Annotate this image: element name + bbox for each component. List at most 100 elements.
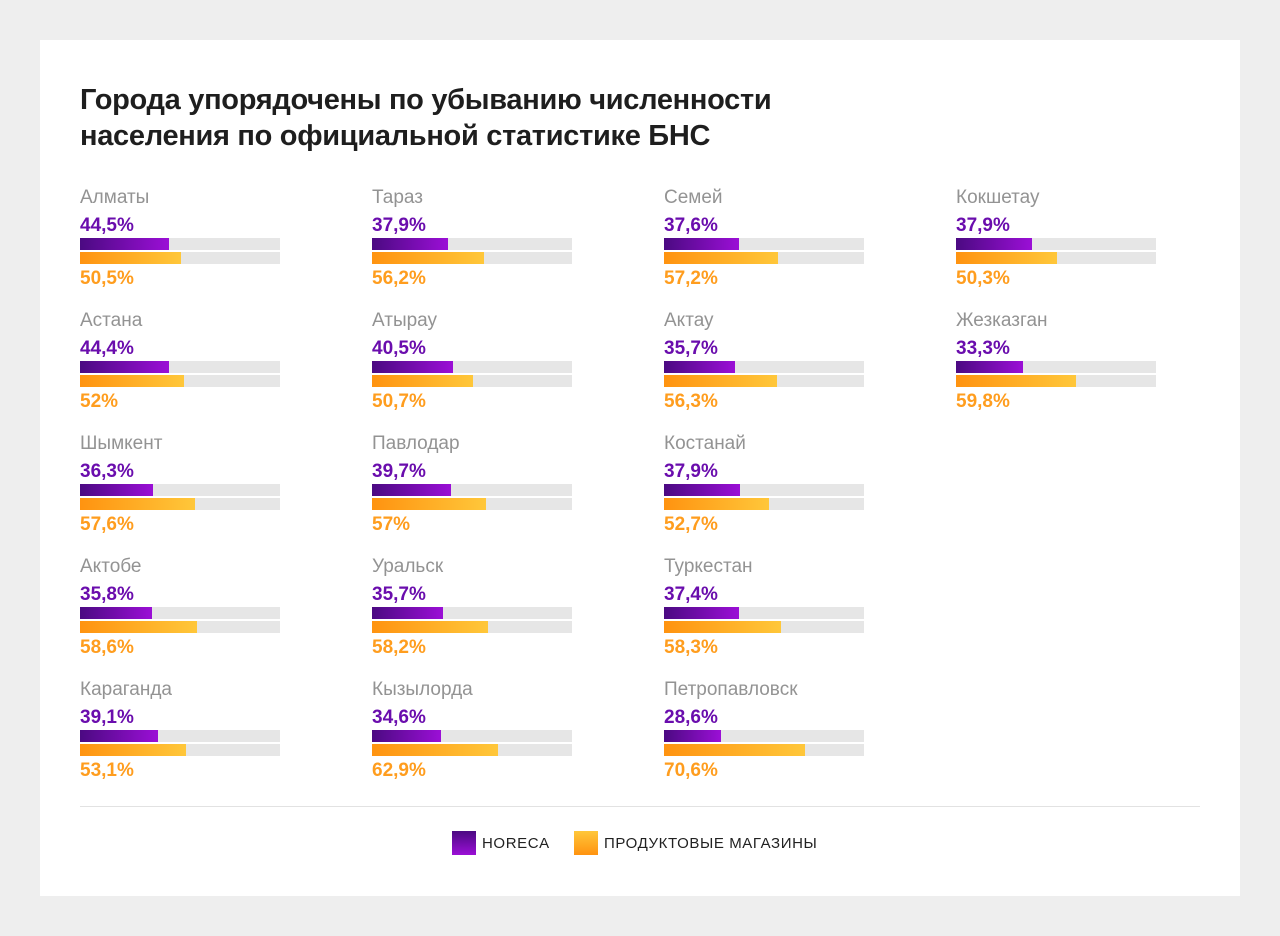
legend-label-horeca: HORECA — [482, 834, 550, 852]
horeca-bar — [372, 484, 452, 496]
city-name: Атырау — [372, 310, 438, 331]
horeca-bar — [80, 484, 153, 496]
grocery-track — [372, 498, 572, 510]
horeca-value: 44,4% — [80, 338, 134, 359]
horeca-bar — [372, 238, 448, 250]
grocery-track — [80, 498, 280, 510]
grocery-value: 59,8% — [956, 391, 1010, 412]
grocery-track — [80, 375, 280, 387]
city-name: Тараз — [372, 187, 423, 208]
grocery-track — [80, 621, 280, 633]
horeca-bar — [80, 361, 169, 373]
city-block: Актау 35,7% 56,3% — [664, 308, 864, 418]
city-block: Атырау 40,5% 50,7% — [372, 308, 572, 418]
divider — [80, 806, 1200, 807]
grocery-track — [664, 498, 864, 510]
city-name: Туркестан — [664, 556, 753, 577]
horeca-bar — [80, 730, 159, 742]
grocery-bar — [372, 375, 474, 387]
legend-item-grocery: ПРОДУКТОВЫЕ МАГАЗИНЫ — [574, 831, 817, 855]
grocery-bar — [80, 252, 181, 264]
grocery-value: 56,3% — [664, 391, 718, 412]
grocery-value: 57% — [372, 514, 411, 535]
city-name: Шымкент — [80, 433, 163, 454]
grocery-bar — [80, 621, 198, 633]
city-name: Петропавловск — [664, 679, 798, 700]
city-block: Павлодар 39,7% 57% — [372, 431, 572, 541]
city-block: Кызылорда 34,6% 62,9% — [372, 677, 572, 787]
legend-swatch-horeca — [452, 831, 476, 855]
horeca-track — [664, 607, 864, 619]
grocery-track — [664, 744, 864, 756]
city-block: Тараз 37,9% 56,2% — [372, 185, 572, 295]
horeca-track — [80, 730, 280, 742]
grocery-track — [372, 744, 572, 756]
horeca-value: 39,7% — [372, 461, 426, 482]
city-name: Кызылорда — [372, 679, 473, 700]
horeca-value: 36,3% — [80, 461, 134, 482]
city-name: Уральск — [372, 556, 444, 577]
grocery-value: 50,7% — [372, 391, 426, 412]
grocery-value: 52,7% — [664, 514, 718, 535]
horeca-value: 33,3% — [956, 338, 1010, 359]
horeca-bar — [664, 484, 740, 496]
city-block: Костанай 37,9% 52,7% — [664, 431, 864, 541]
grocery-value: 52% — [80, 391, 119, 412]
city-block: Караганда 39,1% 53,1% — [80, 677, 280, 787]
horeca-bar — [664, 238, 740, 250]
grocery-value: 58,6% — [80, 637, 134, 658]
grocery-value: 57,2% — [664, 268, 718, 289]
horeca-bar — [664, 607, 739, 619]
legend-swatch-grocery — [574, 831, 598, 855]
city-block: Астана 44,4% 52% — [80, 308, 280, 418]
city-name: Актау — [664, 310, 714, 331]
horeca-bar — [372, 730, 442, 742]
city-block: Актобе 35,8% 58,6% — [80, 554, 280, 664]
grocery-bar — [372, 744, 498, 756]
grocery-track — [664, 252, 864, 264]
grocery-track — [372, 621, 572, 633]
horeca-bar — [372, 361, 453, 373]
city-block: Уральск 35,7% 58,2% — [372, 554, 572, 664]
horeca-value: 37,6% — [664, 215, 718, 236]
horeca-track — [80, 361, 280, 373]
horeca-bar — [956, 238, 1032, 250]
grocery-bar — [956, 375, 1076, 387]
horeca-track — [664, 238, 864, 250]
horeca-value: 40,5% — [372, 338, 426, 359]
grocery-value: 70,6% — [664, 760, 718, 781]
city-name: Павлодар — [372, 433, 460, 454]
grocery-track — [80, 744, 280, 756]
horeca-value: 35,7% — [664, 338, 718, 359]
horeca-track — [664, 730, 864, 742]
city-block: Жезказган 33,3% 59,8% — [956, 308, 1156, 418]
horeca-track — [664, 484, 864, 496]
grocery-bar — [664, 498, 770, 510]
horeca-bar — [80, 238, 169, 250]
horeca-value: 44,5% — [80, 215, 134, 236]
city-name: Семей — [664, 187, 723, 208]
grocery-value: 62,9% — [372, 760, 426, 781]
horeca-bar — [956, 361, 1023, 373]
grocery-value: 50,5% — [80, 268, 134, 289]
legend-item-horeca: HORECA — [452, 831, 550, 855]
city-name: Караганда — [80, 679, 172, 700]
horeca-value: 35,7% — [372, 584, 426, 605]
city-name: Актобе — [80, 556, 142, 577]
grocery-bar — [80, 744, 187, 756]
grocery-bar — [80, 375, 184, 387]
horeca-bar — [372, 607, 444, 619]
grocery-track — [372, 375, 572, 387]
city-block: Петропавловск 28,6% 70,6% — [664, 677, 864, 787]
grocery-track — [372, 252, 572, 264]
grocery-track — [664, 621, 864, 633]
horeca-bar — [80, 607, 152, 619]
grocery-bar — [372, 498, 486, 510]
horeca-track — [956, 238, 1156, 250]
horeca-value: 37,9% — [956, 215, 1010, 236]
city-name: Кокшетау — [956, 187, 1040, 208]
city-name: Жезказган — [956, 310, 1048, 331]
horeca-track — [80, 607, 280, 619]
grocery-bar — [80, 498, 196, 510]
grocery-bar — [372, 252, 485, 264]
